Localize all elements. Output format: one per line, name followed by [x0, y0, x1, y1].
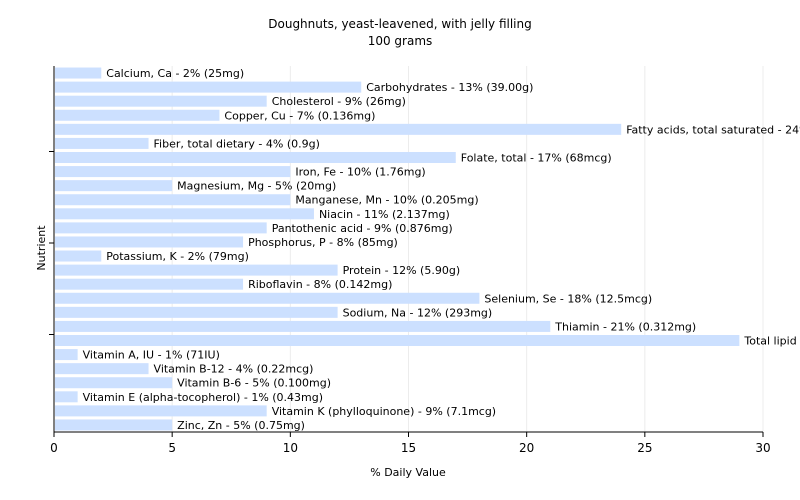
x-axis-label: % Daily Value [370, 466, 446, 479]
x-tick-label: 15 [401, 441, 416, 455]
bar-label: Vitamin B-6 - 5% (0.100mg) [177, 377, 331, 390]
x-tick-label: 10 [283, 441, 298, 455]
bar [55, 81, 362, 93]
bar-label: Pantothenic acid - 9% (0.876mg) [272, 222, 453, 235]
bar-label: Calcium, Ca - 2% (25mg) [106, 67, 244, 80]
bar [55, 137, 149, 149]
bar [55, 67, 102, 79]
bar [55, 320, 551, 332]
bar [55, 377, 173, 389]
bar-label: Niacin - 11% (2.137mg) [319, 208, 450, 221]
bar [55, 363, 149, 375]
bar-label: Total lipid (fat) - 29% (18.70g) [743, 335, 800, 348]
bar [55, 123, 622, 135]
x-tick-label: 5 [168, 441, 176, 455]
bar-label: Magnesium, Mg - 5% (20mg) [177, 180, 336, 193]
bar-label: Fatty acids, total saturated - 24% (4.84… [626, 123, 800, 136]
bar-label: Vitamin E (alpha-tocopherol) - 1% (0.43m… [83, 391, 323, 404]
chart-subtitle: 100 grams [368, 34, 433, 48]
bar [55, 152, 456, 163]
bar [55, 194, 291, 206]
axes: 0 5 10 15 20 25 30 [49, 66, 771, 455]
y-axis-label: Nutrient [35, 225, 48, 271]
bar [55, 208, 314, 220]
bar-label: Manganese, Mn - 10% (0.205mg) [295, 194, 478, 207]
bar-label: Sodium, Na - 12% (293mg) [343, 306, 493, 319]
bar-label: Vitamin K (phylloquinone) - 9% (7.1mcg) [272, 405, 496, 418]
bar [55, 278, 244, 290]
bar [55, 405, 267, 417]
bar [55, 166, 291, 178]
bar-label: Phosphorus, P - 8% (85mg) [248, 236, 398, 249]
bar [55, 292, 480, 304]
bar-label: Vitamin A, IU - 1% (71IU) [83, 349, 220, 362]
bar [55, 180, 173, 192]
bar [55, 391, 78, 403]
bar-label: Cholesterol - 9% (26mg) [272, 95, 406, 108]
bar-label: Carbohydrates - 13% (39.00g) [366, 81, 533, 94]
bar [55, 95, 267, 107]
bar-label: Riboflavin - 8% (0.142mg) [248, 278, 392, 291]
bar-label: Iron, Fe - 10% (1.76mg) [295, 166, 425, 179]
bar-label: Potassium, K - 2% (79mg) [106, 250, 249, 263]
bar-label: Protein - 12% (5.90g) [343, 264, 461, 277]
bar [55, 250, 102, 262]
x-tick-label: 0 [50, 441, 58, 455]
bar [55, 109, 220, 121]
x-tick-label: 25 [637, 441, 652, 455]
x-tick-label: 20 [519, 441, 534, 455]
bar-label: Fiber, total dietary - 4% (0.9g) [154, 137, 320, 150]
bar-label: Vitamin B-12 - 4% (0.22mcg) [154, 363, 314, 376]
bar [55, 264, 338, 276]
bar-label: Thiamin - 21% (0.312mg) [554, 320, 696, 333]
bar-label: Folate, total - 17% (68mcg) [461, 152, 612, 165]
bar [55, 335, 740, 346]
bar [55, 236, 244, 248]
x-tick-label: 30 [755, 441, 770, 455]
bar [55, 306, 338, 318]
bar-label: Zinc, Zn - 5% (0.75mg) [177, 419, 305, 432]
chart-title: Doughnuts, yeast-leavened, with jelly fi… [268, 17, 531, 31]
bar [55, 222, 267, 234]
bar [55, 419, 173, 431]
bars: Calcium, Ca - 2% (25mg) Carbohydrates - 1… [55, 67, 800, 432]
bar-label: Selenium, Se - 18% (12.5mcg) [484, 292, 652, 305]
bar [55, 349, 78, 361]
bar-label: Copper, Cu - 7% (0.136mg) [224, 109, 375, 122]
